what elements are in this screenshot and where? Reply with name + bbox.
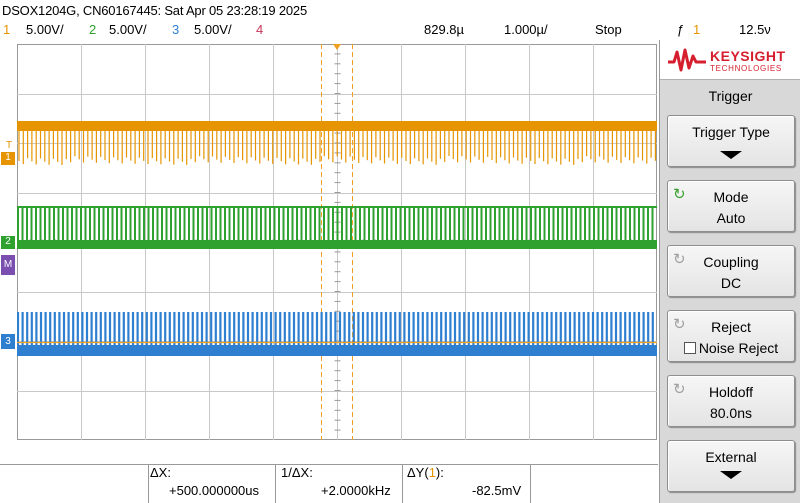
external-button[interactable]: External (667, 440, 795, 492)
keysight-logo: KEYSIGHT TECHNOLOGIES (660, 40, 800, 80)
ch1-ground-marker[interactable]: 1 (1, 152, 15, 165)
delta-y-label: ΔY(1): (407, 465, 444, 480)
trigger-type-label: Trigger Type (692, 124, 770, 140)
waveform-canvas[interactable] (17, 44, 657, 440)
divider (275, 465, 276, 503)
ch1-scale[interactable]: 5.00V/ (26, 22, 64, 37)
ch2-scale[interactable]: 5.00V/ (109, 22, 147, 37)
mode-value: Auto (716, 210, 746, 226)
mode-button[interactable]: ↻ Mode Auto (667, 180, 795, 232)
holdoff-label: Holdoff (708, 384, 754, 400)
trigger-edge-icon: ƒ (677, 22, 685, 37)
down-arrow-icon (720, 151, 742, 159)
coupling-label: Coupling (703, 254, 759, 270)
divider (530, 465, 531, 503)
ch2-trace (17, 240, 657, 249)
trigger-type-button[interactable]: Trigger Type (667, 115, 795, 167)
timebase-scale[interactable]: 1.000µ/ (504, 22, 548, 37)
softkey-panel: KEYSIGHT TECHNOLOGIES Trigger Trigger Ty… (659, 40, 800, 503)
trigger-level-marker[interactable]: T (5, 140, 13, 151)
holdoff-value: 80.0ns (709, 405, 753, 421)
run-state[interactable]: Stop (595, 22, 622, 37)
inverse-delta-x-value: +2.0000kHz (321, 483, 391, 498)
entry-knob-icon: ↻ (673, 186, 686, 203)
down-arrow-icon (720, 471, 742, 479)
noise-reject-checkbox[interactable] (683, 342, 696, 354)
keysight-wave-icon (668, 48, 706, 72)
delta-x-label: ΔX: (150, 465, 171, 480)
brand-sub: TECHNOLOGIES (710, 64, 782, 73)
entry-knob-icon: ↻ (673, 381, 686, 398)
entry-knob-icon: ↻ (673, 316, 686, 333)
delta-x-value: +500.000000us (169, 483, 260, 498)
coupling-value: DC (720, 275, 742, 291)
ch3-ground-marker[interactable]: 3 (1, 334, 15, 349)
status-bar: 1 5.00V/ 2 5.00V/ 3 5.00V/ 4 829.8µ 1.00… (0, 22, 800, 40)
cursor-measurements: ΔX: +500.000000us 1/ΔX: +2.0000kHz ΔY(1)… (0, 441, 658, 503)
coupling-button[interactable]: ↻ Coupling DC (667, 245, 795, 297)
ch4-number[interactable]: 4 (256, 22, 264, 37)
math-marker[interactable]: M (1, 255, 15, 275)
ch3-pulses (17, 312, 654, 346)
external-label: External (705, 449, 757, 465)
window-title: DSOX1204G, CN60167445: Sat Apr 05 23:28:… (2, 3, 307, 18)
noise-reject-option[interactable]: Noise Reject (668, 340, 794, 356)
waveform-display[interactable] (17, 44, 657, 440)
ch3-scale[interactable]: 5.00V/ (194, 22, 232, 37)
holdoff-button[interactable]: ↻ Holdoff 80.0ns (667, 375, 795, 427)
ch1-trace (17, 121, 657, 131)
menu-title: Trigger (708, 88, 753, 104)
ch2-ground-marker[interactable]: 2 (1, 236, 15, 249)
brand-name: KEYSIGHT (710, 48, 786, 64)
ch2-pulses (17, 206, 654, 244)
inverse-delta-x-label: 1/ΔX: (281, 465, 313, 480)
ch2-number[interactable]: 2 (89, 22, 97, 37)
mode-label: Mode (713, 189, 749, 205)
divider (0, 464, 658, 465)
trigger-level[interactable]: 12.5ν (739, 22, 771, 37)
horizontal-delay[interactable]: 829.8µ (424, 22, 465, 37)
delta-y-value: -82.5mV (472, 483, 522, 498)
ch1-number[interactable]: 1 (3, 22, 11, 37)
entry-knob-icon: ↻ (673, 251, 686, 268)
reject-label: Reject (711, 319, 751, 335)
divider (402, 465, 403, 503)
divider (148, 465, 149, 503)
reject-button[interactable]: ↻ Reject Noise Reject (667, 310, 795, 362)
ch3-trace (17, 345, 657, 356)
ch3-number[interactable]: 3 (172, 22, 180, 37)
trigger-source[interactable]: 1 (693, 22, 701, 37)
ch1-spikes (18, 131, 656, 165)
trigger-position-marker (333, 44, 341, 50)
